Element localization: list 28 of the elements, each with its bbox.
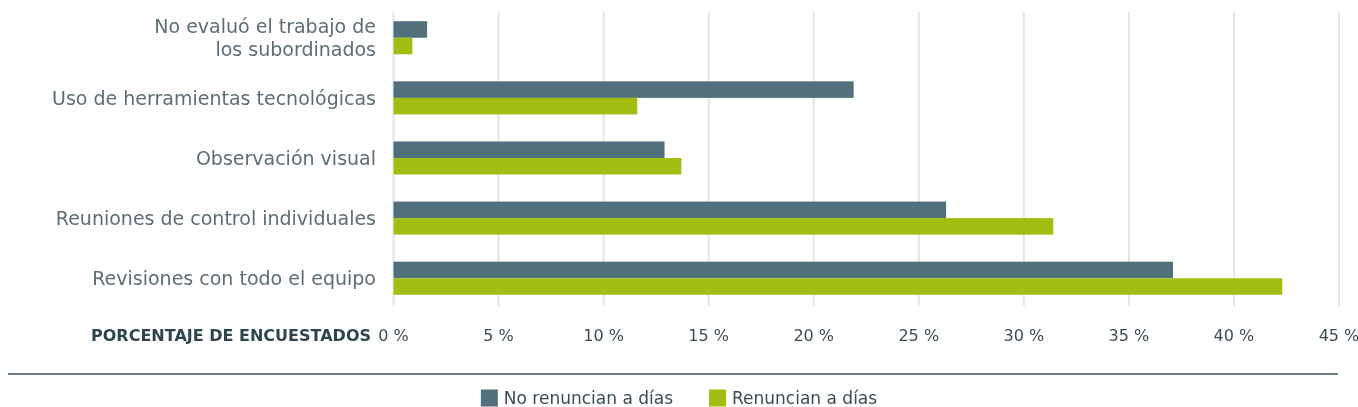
- bar: [393, 261, 1174, 279]
- bar: [393, 21, 428, 38]
- y-tick-label: Reuniones de control individuales: [55, 207, 376, 230]
- x-tick-label: 20 %: [793, 326, 835, 345]
- y-tick-label: Observación visual: [195, 147, 376, 169]
- y-tick-label: Uso de herramientas tecnológicas: [52, 86, 376, 109]
- x-tick-label: 25 %: [898, 326, 940, 345]
- x-tick-label: 30 %: [1003, 326, 1045, 345]
- bar: [393, 141, 665, 158]
- bar: [393, 201, 947, 219]
- x-axis-title: PORCENTAJE DE ENCUESTADOS: [91, 326, 371, 345]
- bar: [393, 278, 1283, 295]
- bar: [393, 37, 413, 55]
- x-tick-label: 10 %: [583, 326, 624, 345]
- bar: [393, 97, 638, 115]
- bar: [393, 158, 682, 175]
- legend-label: No renuncian a días: [503, 388, 674, 407]
- x-tick-label: 0 %: [378, 326, 409, 345]
- x-tick-label: 35 %: [1108, 326, 1150, 345]
- x-tick-label: 15 %: [688, 326, 729, 345]
- bar: [393, 81, 854, 98]
- x-tick-label: 40 %: [1213, 326, 1255, 345]
- y-tick-label: Revisiones con todo el equipo: [92, 267, 376, 290]
- legend-label: Renuncian a días: [732, 388, 878, 407]
- x-tick-label: 5 %: [483, 326, 514, 345]
- bar: [393, 218, 1054, 235]
- y-tick-label: No evaluó el trabajo de los subordinados: [154, 15, 376, 61]
- x-tick-label: 45 %: [1318, 326, 1358, 345]
